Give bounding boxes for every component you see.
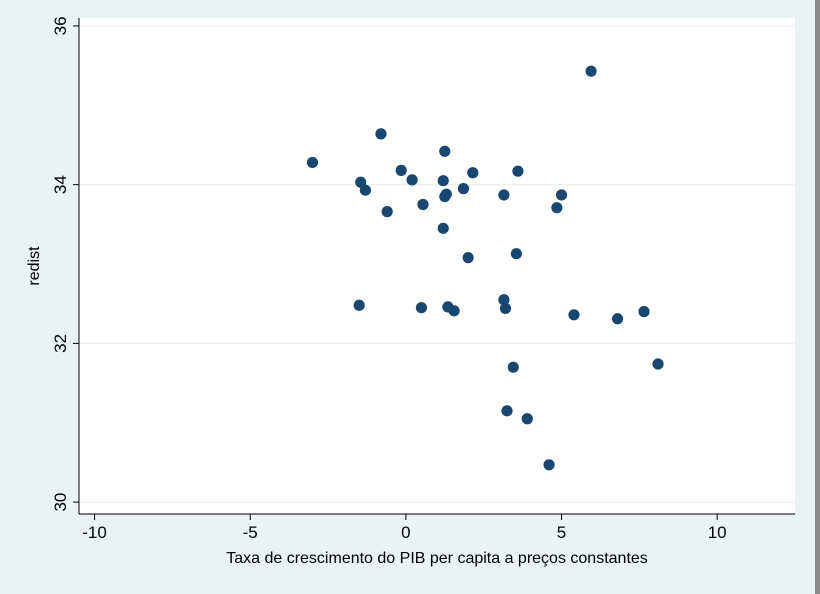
data-point	[510, 248, 522, 260]
data-point	[439, 145, 451, 157]
data-point	[457, 183, 470, 195]
data-point	[568, 309, 580, 321]
y-axis-ticks: 30 32 34 36	[51, 16, 79, 512]
x-tick-label: 0	[401, 523, 410, 542]
axes	[78, 18, 795, 515]
data-point	[521, 413, 533, 425]
data-point	[585, 65, 597, 77]
data-point	[498, 294, 510, 306]
data-point	[507, 361, 519, 373]
data-point	[448, 305, 460, 317]
data-point	[611, 313, 624, 325]
data-point	[415, 302, 428, 314]
data-point	[551, 202, 563, 214]
data-point	[543, 459, 555, 471]
data-point	[437, 222, 449, 234]
data-point	[437, 175, 449, 187]
y-tick-label: 32	[51, 334, 70, 353]
data-point	[498, 189, 510, 201]
x-tick-label: 10	[708, 523, 727, 542]
data-point	[406, 174, 418, 186]
data-point	[499, 302, 512, 315]
window-edge	[815, 0, 820, 594]
data-point	[439, 190, 451, 203]
y-tick-label: 36	[51, 16, 70, 35]
data-point	[467, 167, 479, 179]
data-point	[359, 184, 371, 196]
gridlines	[79, 25, 795, 503]
y-axis-title: redist	[26, 246, 43, 286]
data-point	[381, 206, 393, 218]
y-tick-label: 30	[51, 493, 70, 512]
data-point	[512, 165, 524, 177]
x-tick-label: 5	[557, 523, 566, 542]
data-point	[395, 164, 407, 176]
data-point	[638, 306, 650, 318]
plot-area	[79, 18, 795, 514]
data-point	[462, 252, 474, 264]
data-point	[417, 198, 429, 211]
data-point	[501, 405, 513, 417]
y-tick-label: 34	[51, 175, 70, 194]
x-tick-label: -10	[82, 523, 107, 542]
data-point	[353, 299, 365, 311]
scatter-points	[306, 65, 664, 471]
data-point	[652, 358, 664, 370]
x-axis-ticks: -10 -5 0 5 10	[82, 514, 727, 542]
data-point	[375, 128, 387, 140]
x-tick-label: -5	[243, 523, 258, 542]
data-point	[555, 189, 568, 201]
data-point	[306, 156, 319, 169]
x-axis-title: Taxa de crescimento do PIB per capita a …	[226, 550, 648, 567]
